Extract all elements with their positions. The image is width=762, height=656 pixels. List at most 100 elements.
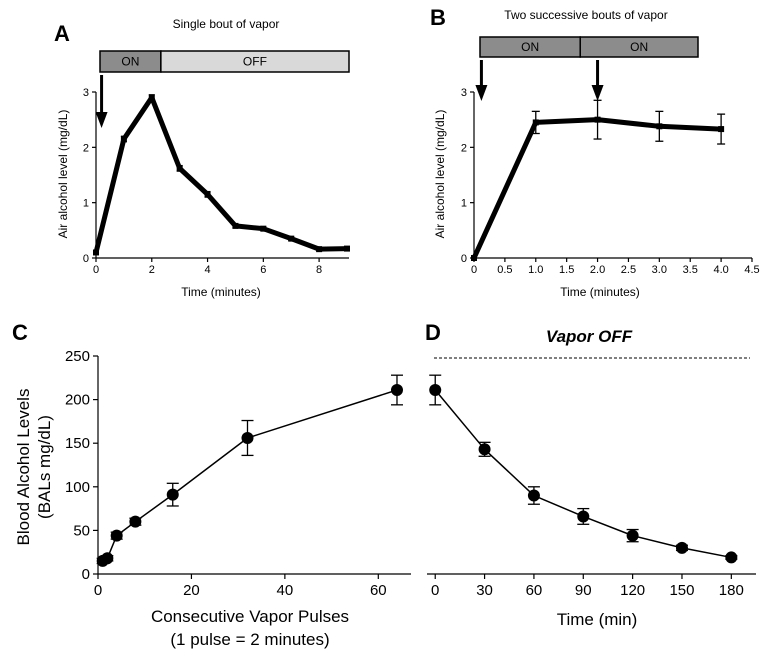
x-tick-label: 4.5 — [744, 264, 759, 276]
x-tick-label: 60 — [370, 582, 387, 599]
y-tick-label: 50 — [73, 522, 90, 539]
arrow-head — [95, 112, 108, 128]
phase-label: ON — [630, 40, 648, 54]
x-tick-label: 60 — [526, 582, 543, 599]
y-tick-label: 1 — [461, 198, 467, 210]
chart-b-phase-bar: ON ON — [479, 36, 699, 58]
data-point — [241, 431, 254, 444]
chart-b-axes: 0 0.5 1.0 1.5 2.0 2.5 3.0 3.5 4.0 4.5 0 1 2 3 — [461, 87, 760, 276]
data-point — [120, 136, 127, 143]
data-point — [129, 515, 142, 528]
data-point — [148, 94, 155, 101]
y-tick-label: 0 — [82, 566, 90, 583]
x-tick-label: 2.5 — [621, 264, 636, 276]
x-tick-label: 0 — [93, 264, 99, 276]
chart-d-annotation: Vapor OFF — [546, 327, 633, 346]
chart-a-phase-bar: ON OFF — [99, 50, 350, 73]
x-tick-label: 90 — [575, 582, 592, 599]
chart-a-ylabel: Air alcohol level (mg/dL) — [56, 110, 70, 239]
chart-b-xlabel: Time (minutes) — [560, 285, 640, 299]
chart-a-title: Single bout of vapor — [173, 17, 280, 31]
series-line — [93, 95, 348, 254]
arrow-head — [591, 85, 604, 101]
data-point — [176, 165, 183, 172]
phase-label: OFF — [243, 55, 267, 69]
data-point — [166, 488, 179, 501]
data-point — [288, 235, 295, 242]
y-tick-label: 3 — [83, 87, 89, 99]
chart-c-ylabel: Blood Alcohol Levels — [14, 389, 33, 546]
x-tick-label: 2 — [149, 264, 155, 276]
data-point — [390, 384, 403, 397]
chart-d-marks — [429, 374, 738, 564]
data-point — [260, 225, 267, 232]
x-tick-label: 1.5 — [559, 264, 574, 276]
x-tick-label: 8 — [316, 264, 322, 276]
data-point — [725, 551, 738, 564]
chart-panel-d: Vapor OFF 0 30 60 90 120 150 180 Time (min) — [427, 327, 756, 629]
data-point — [101, 552, 114, 565]
y-tick-label: 0 — [83, 253, 89, 265]
data-point — [478, 443, 491, 456]
x-tick-label: 0.5 — [497, 264, 512, 276]
series-line — [102, 389, 398, 562]
x-tick-label: 4 — [204, 264, 210, 276]
y-tick-label: 1 — [83, 198, 89, 210]
data-point — [93, 249, 99, 256]
chart-c-marks — [96, 374, 403, 567]
chart-c-xlabel: Consecutive Vapor Pulses — [151, 607, 349, 626]
x-tick-label: 1.0 — [528, 264, 543, 276]
x-tick-label: 6 — [260, 264, 266, 276]
phase-label: ON — [521, 40, 539, 54]
series-line — [471, 117, 722, 260]
chart-b-arrows — [475, 60, 604, 101]
x-tick-label: 2.0 — [590, 264, 605, 276]
data-point — [656, 123, 663, 130]
chart-c-xlabel-note: (1 pulse = 2 minutes) — [170, 630, 329, 649]
chart-a-axes: 0 2 4 6 8 0 1 2 3 — [83, 87, 349, 276]
data-point — [718, 126, 725, 133]
data-point — [204, 191, 211, 198]
chart-c-axes: 0 20 40 60 0 50 100 150 200 250 — [65, 348, 411, 599]
chart-a-xlabel: Time (minutes) — [181, 285, 261, 299]
x-tick-label: 30 — [476, 582, 493, 599]
series-line — [434, 389, 732, 559]
phase-segment — [160, 50, 350, 73]
x-tick-label: 3.0 — [652, 264, 667, 276]
y-tick-label: 200 — [65, 392, 90, 409]
y-tick-label: 2 — [83, 142, 89, 154]
chart-panel-c: 0 20 40 60 0 50 100 150 200 250 Consecutive Vapor… — [14, 348, 411, 649]
x-tick-label: 3.5 — [683, 264, 698, 276]
y-tick-label: 100 — [65, 479, 90, 496]
x-tick-label: 120 — [620, 582, 645, 599]
data-point — [594, 116, 601, 123]
data-point — [675, 541, 688, 554]
x-tick-label: 4.0 — [713, 264, 728, 276]
panel-letter-b: B — [430, 5, 446, 30]
y-tick-label: 150 — [65, 435, 90, 452]
data-point — [344, 245, 350, 252]
chart-panel-b: Two successive bouts of vapor ON ON 0 0.5 1… — [433, 8, 760, 299]
chart-panel-a: Single bout of vapor ON OFF 0 2 4 6 8 0 1 2 3 Tim… — [56, 17, 350, 299]
x-tick-label: 180 — [719, 582, 744, 599]
x-tick-label: 0 — [94, 582, 102, 599]
panel-letter-d: D — [425, 320, 441, 345]
phase-segment — [579, 36, 699, 58]
x-tick-label: 0 — [431, 582, 439, 599]
chart-b-title: Two successive bouts of vapor — [504, 8, 667, 22]
chart-c-ylabel-unit: (BALs mg/dL) — [35, 415, 54, 519]
y-tick-label: 2 — [461, 142, 467, 154]
y-tick-label: 3 — [461, 87, 467, 99]
chart-b-marks — [471, 99, 726, 261]
data-point — [527, 489, 540, 502]
data-point — [316, 246, 323, 253]
chart-a-arrows — [95, 75, 108, 128]
x-tick-label: 150 — [669, 582, 694, 599]
data-point — [232, 222, 239, 229]
data-point — [110, 529, 123, 542]
phase-label: ON — [121, 55, 139, 69]
data-point — [626, 529, 639, 542]
data-point — [532, 119, 539, 126]
x-tick-label: 20 — [183, 582, 200, 599]
